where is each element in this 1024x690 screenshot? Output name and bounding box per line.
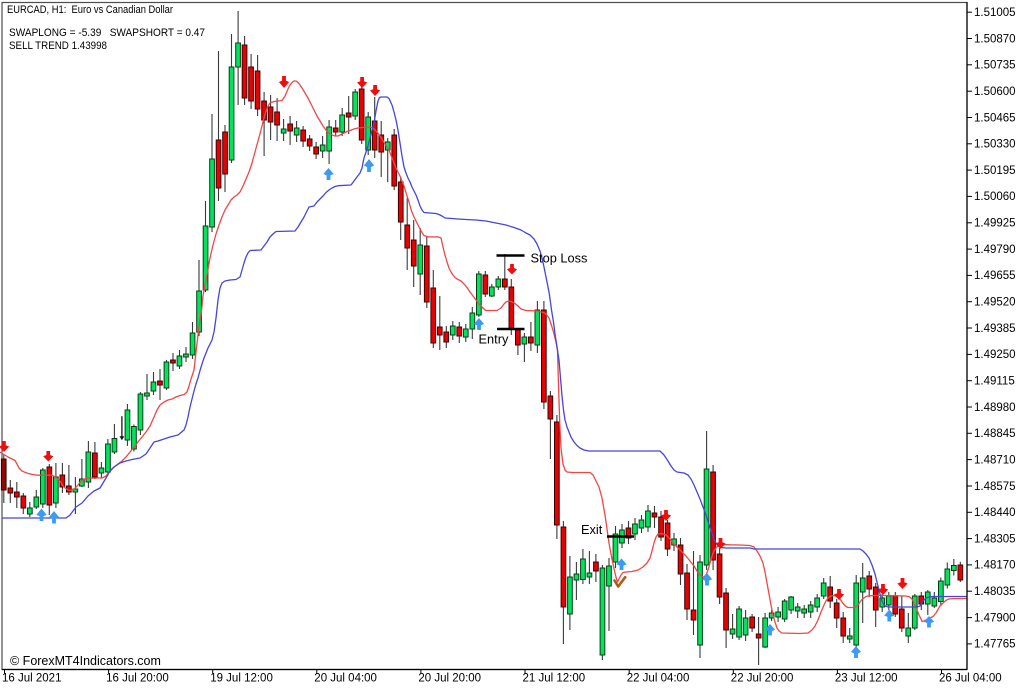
svg-text:1.47765: 1.47765 bbox=[974, 639, 1016, 651]
svg-text:20 Jul 20:00: 20 Jul 20:00 bbox=[418, 673, 481, 685]
svg-text:EURCAD, H1: Euro vs Canadian: EURCAD, H1: Euro vs Canadian Dollar bbox=[7, 4, 173, 16]
svg-text:SELL TREND 1.43998: SELL TREND 1.43998 bbox=[9, 40, 107, 52]
svg-text:1.49925: 1.49925 bbox=[974, 218, 1016, 230]
svg-text:1.48980: 1.48980 bbox=[974, 402, 1016, 414]
svg-text:1.49115: 1.49115 bbox=[974, 376, 1015, 388]
svg-text:1.47900: 1.47900 bbox=[974, 612, 1016, 624]
svg-text:Exit: Exit bbox=[581, 522, 603, 537]
svg-text:1.50330: 1.50330 bbox=[974, 139, 1016, 151]
svg-text:1.49790: 1.49790 bbox=[974, 244, 1016, 256]
svg-text:21 Jul 12:00: 21 Jul 12:00 bbox=[523, 673, 586, 685]
svg-text:1.50600: 1.50600 bbox=[974, 86, 1016, 98]
svg-text:1.49250: 1.49250 bbox=[974, 349, 1016, 361]
svg-text:1.49385: 1.49385 bbox=[974, 323, 1016, 335]
svg-text:1.48035: 1.48035 bbox=[974, 586, 1016, 598]
svg-text:1.50870: 1.50870 bbox=[974, 33, 1016, 45]
svg-text:1.49655: 1.49655 bbox=[974, 270, 1016, 282]
svg-text:16 Jul 20:00: 16 Jul 20:00 bbox=[106, 673, 169, 685]
svg-text:1.48170: 1.48170 bbox=[974, 560, 1016, 572]
svg-text:1.50195: 1.50195 bbox=[974, 165, 1016, 177]
svg-text:16 Jul 2021: 16 Jul 2021 bbox=[2, 673, 61, 685]
svg-text:1.49520: 1.49520 bbox=[974, 297, 1016, 309]
svg-text:SWAPLONG = -5.39 SWAPSHORT =: SWAPLONG = -5.39 SWAPSHORT = 0.47 bbox=[9, 27, 205, 39]
svg-text:1.48575: 1.48575 bbox=[974, 481, 1016, 493]
svg-text:1.48710: 1.48710 bbox=[974, 454, 1016, 466]
svg-text:1.48305: 1.48305 bbox=[974, 533, 1016, 545]
svg-text:1.51005: 1.51005 bbox=[974, 7, 1016, 19]
svg-text:Entry: Entry bbox=[479, 332, 509, 347]
svg-text:1.50735: 1.50735 bbox=[974, 60, 1016, 72]
svg-text:Stop Loss: Stop Loss bbox=[531, 251, 588, 266]
svg-text:1.48845: 1.48845 bbox=[974, 428, 1016, 440]
svg-text:23 Jul 12:00: 23 Jul 12:00 bbox=[835, 673, 898, 685]
svg-text:22 Jul 20:00: 22 Jul 20:00 bbox=[731, 673, 794, 685]
svg-text:20 Jul 04:00: 20 Jul 04:00 bbox=[314, 673, 377, 685]
svg-text:22 Jul 04:00: 22 Jul 04:00 bbox=[627, 673, 690, 685]
svg-text:1.50060: 1.50060 bbox=[974, 191, 1016, 203]
svg-text:© ForexMT4Indicators.com: © ForexMT4Indicators.com bbox=[10, 654, 161, 668]
svg-text:1.50465: 1.50465 bbox=[974, 112, 1016, 124]
svg-text:1.48440: 1.48440 bbox=[974, 507, 1016, 519]
svg-text:26 Jul 04:00: 26 Jul 04:00 bbox=[939, 673, 1002, 685]
svg-text:19 Jul 12:00: 19 Jul 12:00 bbox=[210, 673, 273, 685]
